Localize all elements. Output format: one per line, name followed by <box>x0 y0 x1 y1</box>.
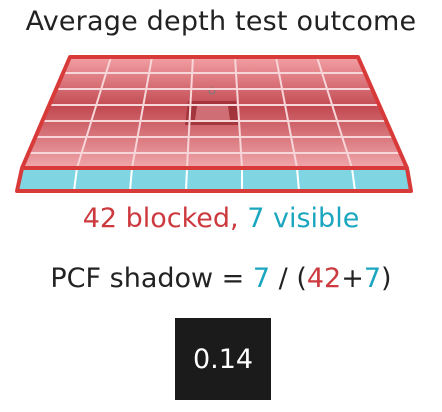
formula-visible-2: 7 <box>363 263 382 294</box>
visible-label: visible <box>264 203 360 234</box>
formula-blocked: 42 <box>306 263 342 294</box>
sample-counts: 42 blocked, 7 visible <box>0 203 442 234</box>
diagram-title: Average depth test outcome <box>25 6 417 37</box>
formula-visible: 7 <box>252 263 271 294</box>
pcf-sample-grid <box>15 55 413 193</box>
visible-count: 7 <box>247 203 265 234</box>
pcf-formula: PCF shadow = 7 / (42+7) <box>0 263 442 294</box>
blocked-count: 42 <box>82 203 118 234</box>
visible-row <box>17 168 411 191</box>
formula-prefix: PCF shadow = <box>50 263 253 294</box>
visible-row-lines <box>73 167 356 192</box>
formula-plus: + <box>341 263 364 294</box>
blocked-label: blocked, <box>117 203 248 234</box>
shadow-result: 0.14 <box>175 318 271 400</box>
formula-mid: / ( <box>270 263 307 294</box>
grid-lines <box>28 56 400 169</box>
formula-suffix: ) <box>381 263 392 294</box>
